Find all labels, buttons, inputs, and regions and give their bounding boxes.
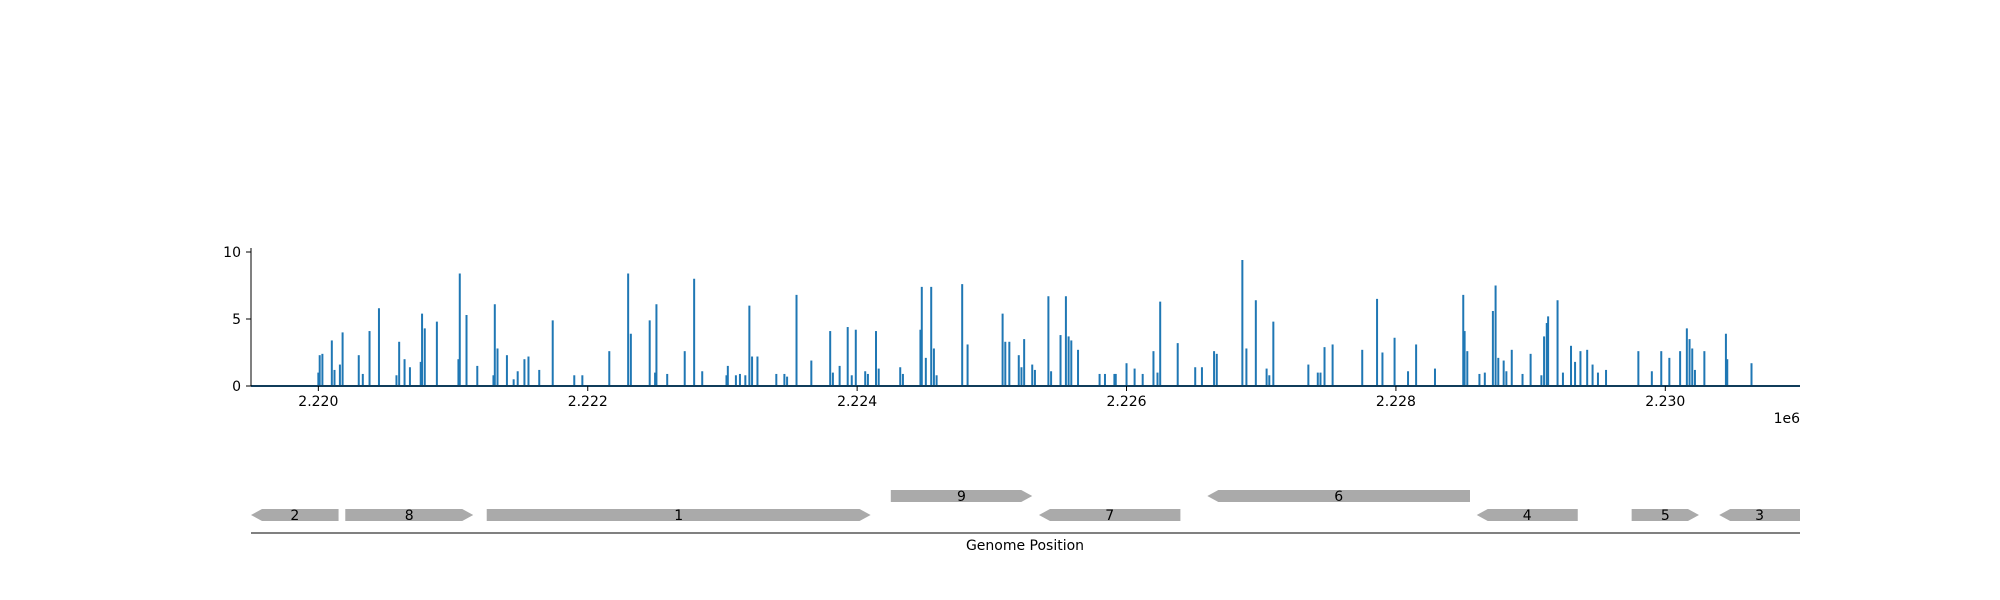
x-tick-label: 2.230	[1645, 394, 1685, 410]
gene-arrow-4	[1476, 509, 1578, 521]
x-tick-label: 2.220	[298, 394, 338, 410]
x-axis-ticks: 2.220 2.222 2.224 2.226 2.228 2.230	[298, 386, 1685, 410]
gene-arrow-9	[890, 490, 1033, 502]
gene-label-3: 3	[1755, 508, 1764, 524]
gene-arrow-3	[1719, 509, 1800, 521]
x-tick-label: 2.228	[1376, 394, 1416, 410]
gene-arrow-7	[1038, 509, 1181, 521]
x-tick-label: 2.222	[568, 394, 608, 410]
y-tick-label: 5	[232, 312, 241, 328]
gene-label-1: 1	[674, 508, 683, 524]
gene-label-2: 2	[290, 508, 299, 524]
gene-track: 2 8 1 9 7 6 4 5 3 Genome Position	[251, 489, 1800, 554]
x-axis-title: Genome Position	[966, 538, 1084, 554]
gene-label-5: 5	[1661, 508, 1670, 524]
x-tick-label: 2.226	[1106, 394, 1146, 410]
gene-label-7: 7	[1105, 508, 1114, 524]
gene-label-8: 8	[405, 508, 414, 524]
y-tick-label: 10	[223, 245, 241, 261]
gene-arrow-2	[251, 509, 339, 521]
gene-label-4: 4	[1523, 508, 1532, 524]
gene-arrow-1	[486, 509, 871, 521]
gene-label-6: 6	[1334, 489, 1343, 505]
gene-arrows: 2 8 1 9 7 6 4 5 3	[251, 489, 1800, 524]
y-tick-label: 0	[232, 379, 241, 395]
gene-arrow-8	[345, 509, 474, 521]
coverage-plot: 0 5 10 2.220 2.222 2.224 2.226 2.228 2.230 1e6	[223, 245, 1800, 427]
gene-arrow-6	[1207, 490, 1470, 502]
x-tick-label: 2.224	[837, 394, 877, 410]
coverage-bars	[317, 260, 1753, 386]
gene-label-9: 9	[957, 489, 966, 505]
y-axis-ticks: 0 5 10	[223, 245, 251, 395]
gene-arrow-5	[1631, 509, 1699, 521]
x-axis-offset-label: 1e6	[1774, 411, 1801, 427]
